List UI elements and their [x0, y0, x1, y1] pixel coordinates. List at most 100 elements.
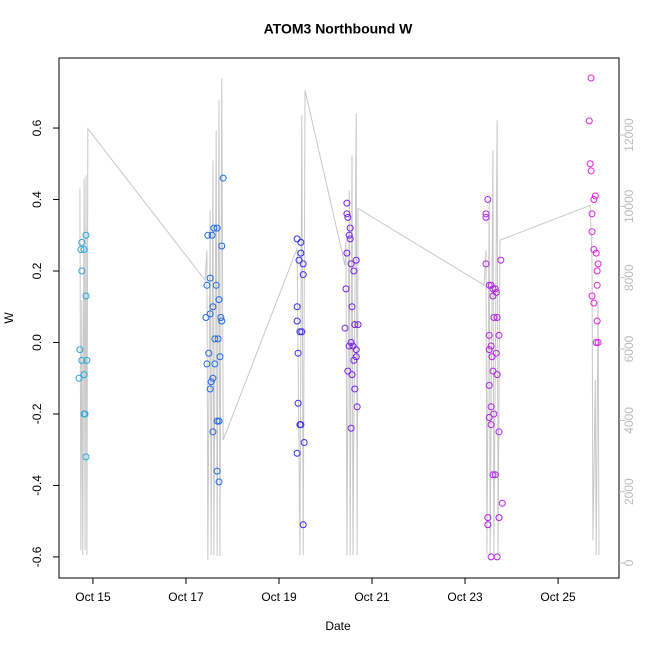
- point: [219, 174, 227, 182]
- point: [213, 417, 221, 425]
- point: [77, 246, 85, 254]
- point: [350, 356, 358, 364]
- point: [345, 342, 353, 350]
- point: [482, 213, 490, 221]
- point: [493, 313, 501, 321]
- y-tick-label: 0.0: [30, 334, 44, 351]
- point: [498, 499, 506, 507]
- y-tick-label: 0.6: [30, 119, 44, 136]
- point: [218, 317, 226, 325]
- point: [294, 349, 302, 357]
- point: [497, 256, 505, 264]
- point: [215, 478, 223, 486]
- point: [213, 467, 221, 475]
- y2-tick-label: 4000: [622, 407, 636, 434]
- point: [348, 303, 356, 311]
- point: [588, 228, 596, 236]
- point: [587, 74, 595, 82]
- x-tick-label: Oct 21: [354, 590, 390, 604]
- point: [492, 288, 500, 296]
- point: [209, 428, 217, 436]
- point: [485, 414, 493, 422]
- point: [78, 238, 86, 246]
- point: [206, 274, 214, 282]
- y2-tick-label: 6000: [622, 335, 636, 362]
- point: [207, 378, 215, 386]
- point: [482, 260, 490, 268]
- point: [350, 267, 358, 275]
- point: [75, 374, 83, 382]
- point: [299, 521, 307, 529]
- point: [492, 349, 500, 357]
- point: [353, 403, 361, 411]
- point: [343, 249, 351, 257]
- y-tick-label: -0.2: [30, 403, 44, 424]
- point: [217, 313, 225, 321]
- point: [351, 385, 359, 393]
- y-tick-label: -0.6: [30, 546, 44, 567]
- point: [354, 321, 362, 329]
- point: [293, 449, 301, 457]
- y2-tick-label: 0: [622, 559, 636, 566]
- point: [588, 210, 596, 218]
- point: [591, 192, 599, 200]
- point: [352, 346, 360, 354]
- point: [495, 428, 503, 436]
- point: [216, 353, 224, 361]
- point: [294, 399, 302, 407]
- point: [594, 260, 602, 268]
- point: [218, 242, 226, 250]
- point: [295, 256, 303, 264]
- point: [491, 285, 499, 293]
- x-tick-label: Oct 25: [540, 590, 576, 604]
- point: [298, 328, 306, 336]
- point: [203, 281, 211, 289]
- point: [489, 367, 497, 375]
- point: [78, 267, 86, 275]
- y2-tick-label: 2000: [622, 478, 636, 505]
- point: [209, 303, 217, 311]
- point: [293, 317, 301, 325]
- point: [82, 231, 90, 239]
- point: [347, 260, 355, 268]
- point: [210, 224, 218, 232]
- point: [345, 231, 353, 239]
- point: [344, 213, 352, 221]
- point: [300, 439, 308, 447]
- point: [215, 296, 223, 304]
- point: [341, 324, 349, 332]
- point: [205, 349, 213, 357]
- point: [347, 338, 355, 346]
- chart-title: ATOM3 Northbound W: [264, 21, 414, 37]
- point: [493, 371, 501, 379]
- point: [299, 271, 307, 279]
- point: [202, 313, 210, 321]
- point: [352, 256, 360, 264]
- point: [296, 328, 304, 336]
- point: [484, 521, 492, 529]
- point: [592, 249, 600, 257]
- point: [213, 224, 221, 232]
- point: [80, 246, 88, 254]
- line-series: [79, 78, 600, 561]
- x-tick-label: Oct 19: [261, 590, 297, 604]
- point: [489, 471, 497, 479]
- point: [80, 371, 88, 379]
- point: [299, 260, 307, 268]
- point: [297, 249, 305, 257]
- point: [490, 313, 498, 321]
- point: [297, 238, 305, 246]
- point: [590, 196, 598, 204]
- point: [352, 353, 360, 361]
- point: [206, 385, 214, 393]
- point: [590, 246, 598, 254]
- point: [212, 281, 220, 289]
- point: [348, 371, 356, 379]
- point: [588, 292, 596, 300]
- point: [214, 335, 222, 343]
- point: [78, 356, 86, 364]
- point: [484, 514, 492, 522]
- y-tick-label: 0.2: [30, 262, 44, 279]
- point: [346, 235, 354, 243]
- point: [585, 117, 593, 125]
